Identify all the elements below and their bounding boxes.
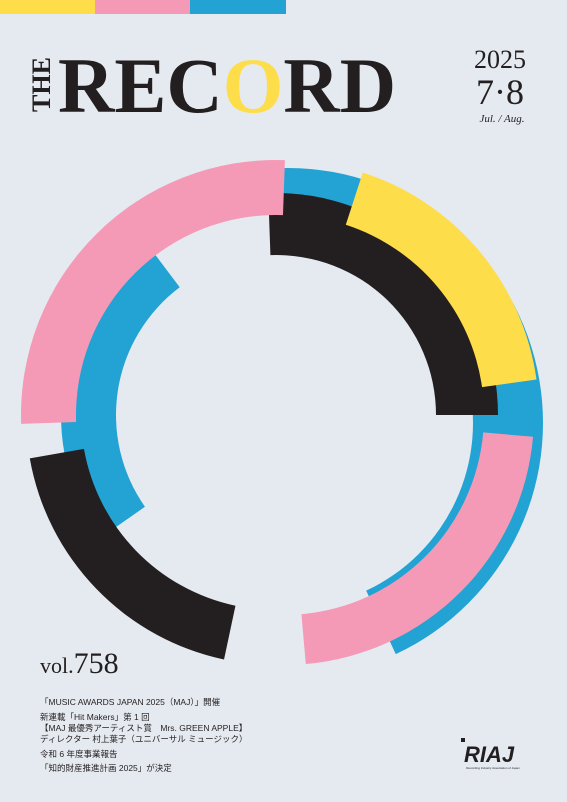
ring-segment [301, 432, 534, 665]
ring-graphic [21, 159, 544, 665]
logo-dot [461, 738, 465, 742]
logo-mark: RIAJ [464, 742, 515, 767]
issue-months-en: Jul. / Aug. [479, 113, 524, 125]
contents-line: 令和 6 年度事業報告 [40, 749, 117, 759]
contents: 「MUSIC AWARDS JAPAN 2025（MAJ）」開催 新連載「Hit… [40, 697, 247, 773]
masthead-the: THE [27, 57, 56, 112]
logo-caption: Recording Industry Association of Japan [466, 766, 520, 770]
masthead-part: RD [283, 42, 396, 129]
ring-segment [29, 448, 236, 660]
riaj-logo: RIAJ Recording Industry Association of J… [461, 738, 520, 770]
contents-line: 新連載「Hit Makers」第 1 回 [40, 712, 150, 722]
contents-line: 【MAJ 最優秀アーティスト賞 Mrs. GREEN APPLE】 [40, 723, 247, 733]
ring-segment [268, 193, 498, 415]
issue-year: 2025 [474, 45, 526, 74]
top-bar-yellow [0, 0, 95, 14]
ring-segment [345, 172, 537, 388]
contents-line: 「MUSIC AWARDS JAPAN 2025（MAJ）」開催 [40, 697, 221, 707]
masthead-part: O [223, 42, 284, 129]
top-bar-pink [95, 0, 190, 14]
top-bar-blue [190, 0, 286, 14]
masthead-title: RECORD [58, 42, 396, 129]
ring-segment [21, 159, 285, 424]
volume-number: 758 [74, 647, 119, 680]
volume-prefix: vol. [40, 653, 74, 678]
contents-line: 「知的財産推進計画 2025」が決定 [40, 763, 172, 773]
volume: vol.758 [40, 647, 119, 680]
contents-line: ディレクター 村上葉子（ユニバーサル ミュージック） [40, 734, 247, 744]
masthead-part: REC [58, 42, 223, 129]
issue-months: 7·8 [476, 72, 524, 112]
